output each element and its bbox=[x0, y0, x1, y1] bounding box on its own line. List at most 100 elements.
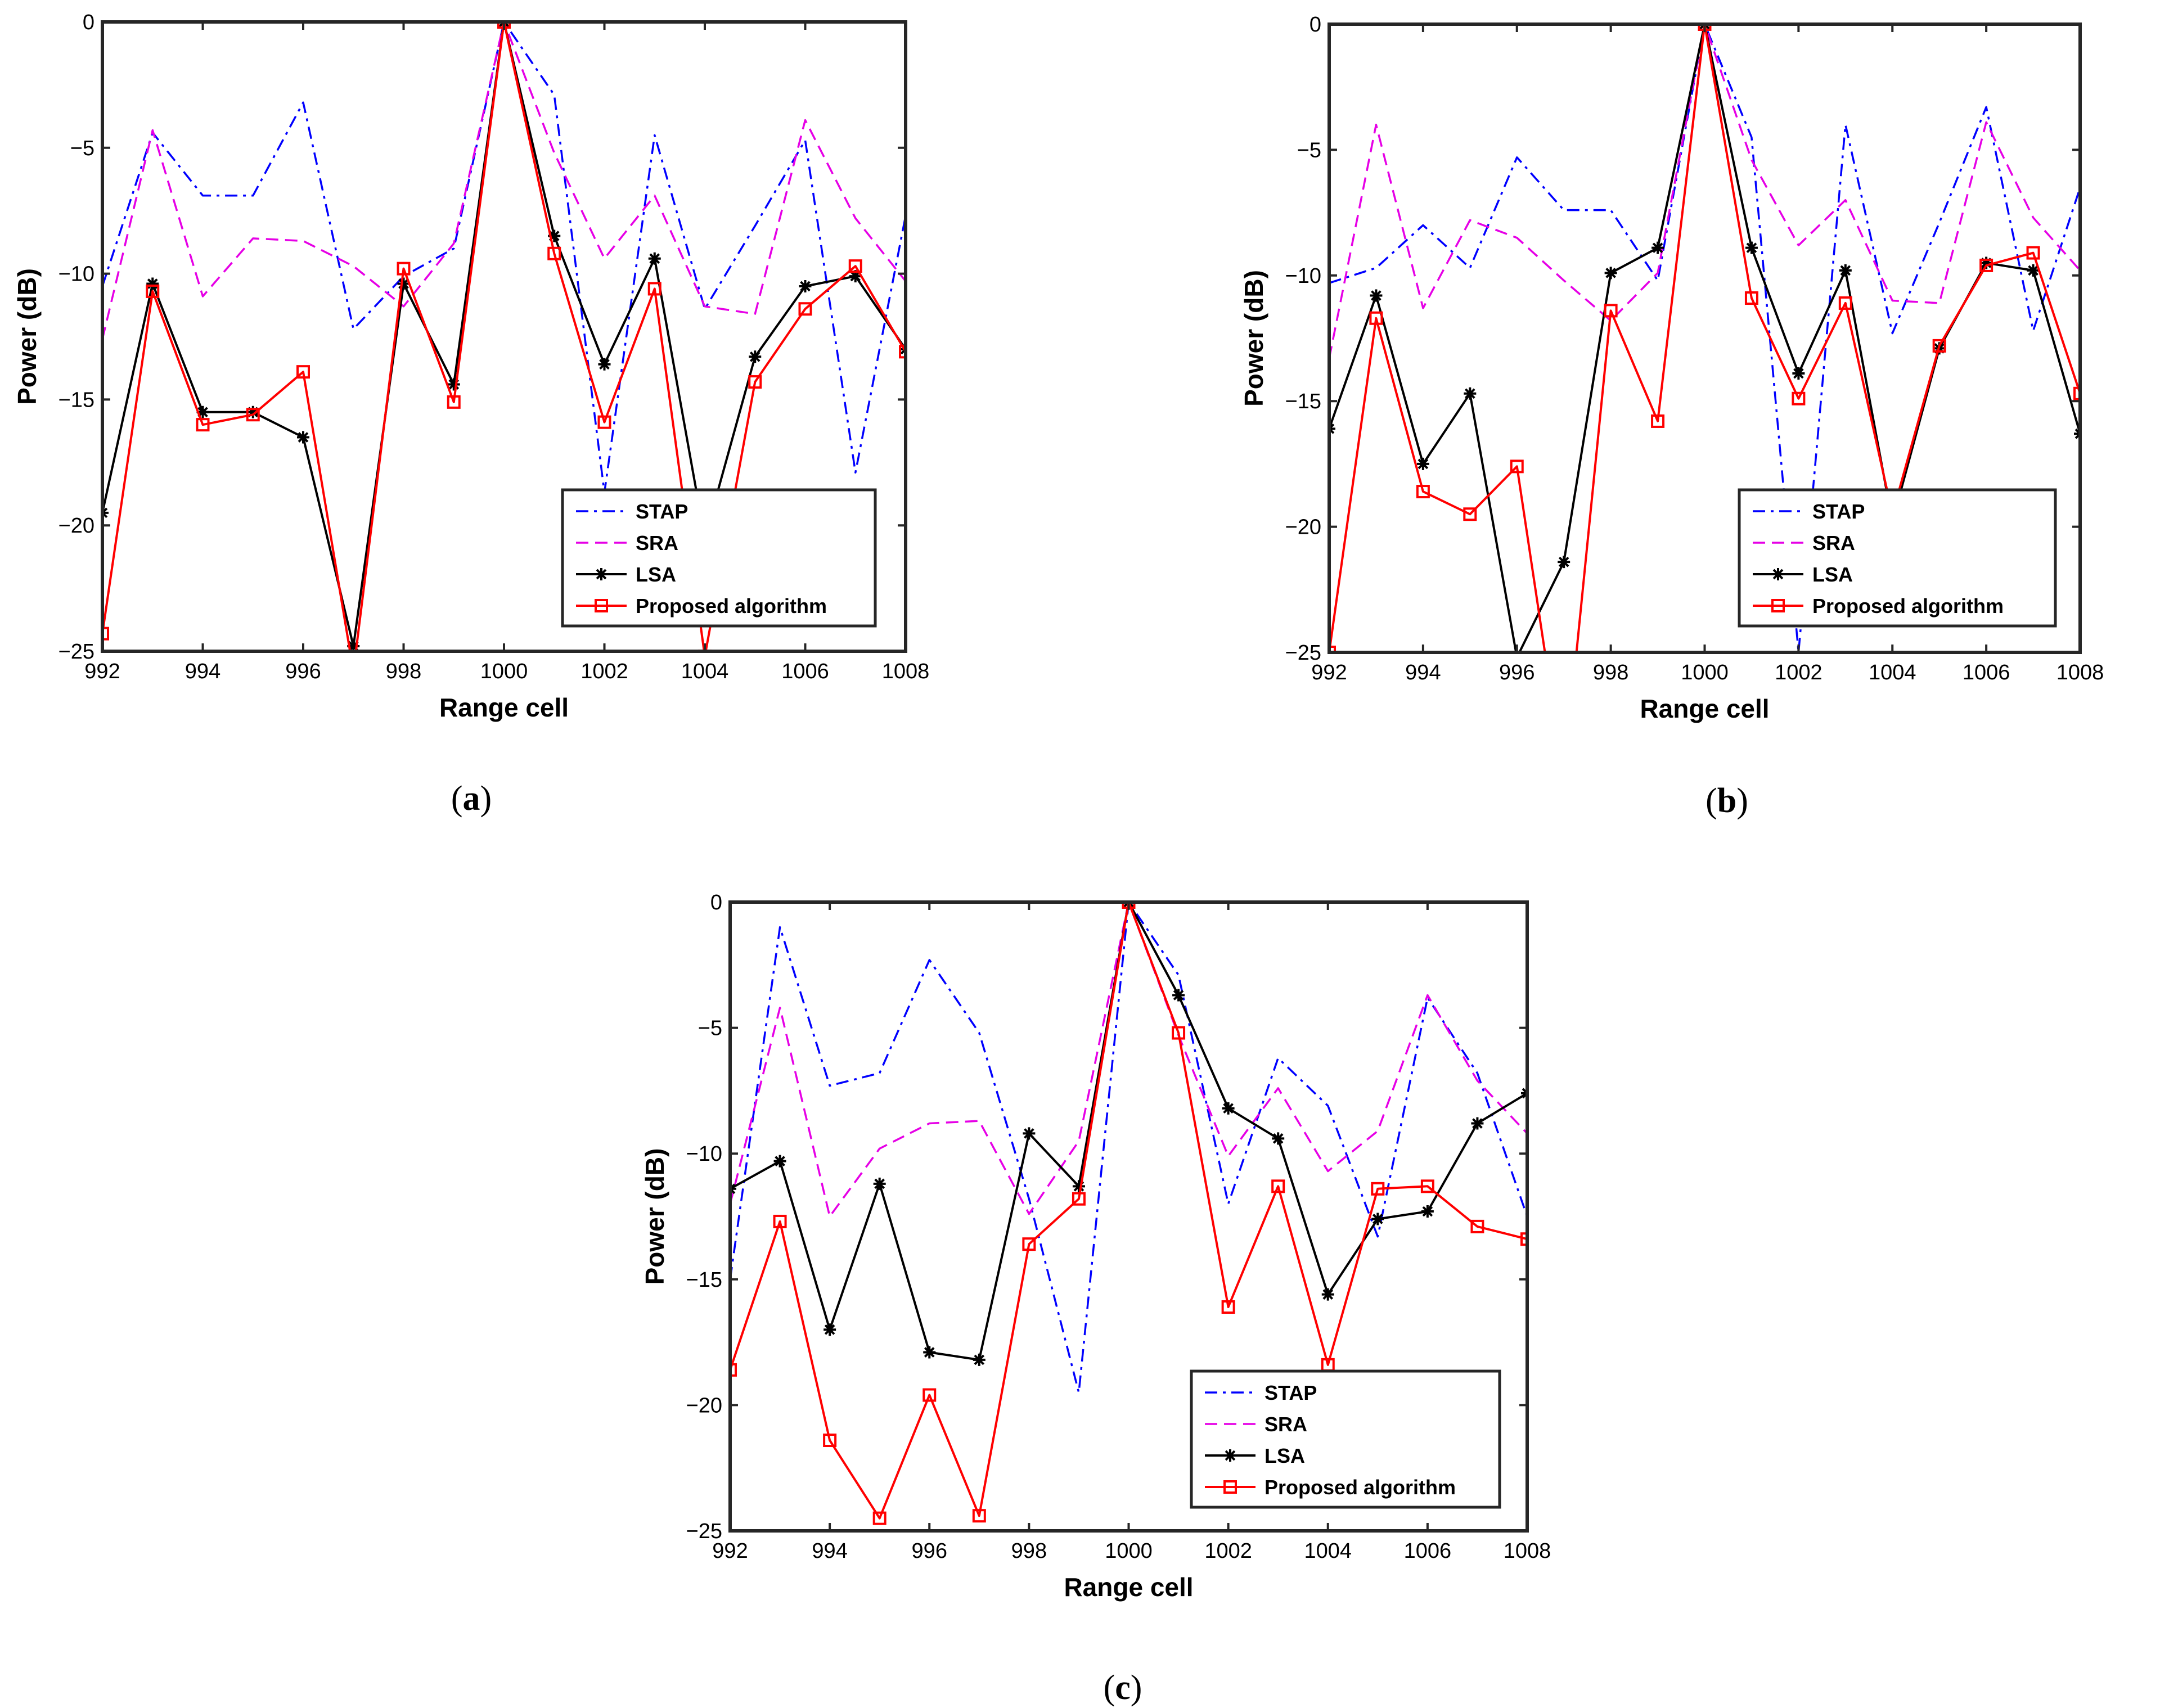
legend-marker-lsa-c bbox=[1224, 1449, 1236, 1462]
point-lsa-1007-b bbox=[2027, 264, 2040, 277]
point-lsa-999-c bbox=[1072, 1180, 1085, 1193]
point-proposed-algorithm-994-b bbox=[1416, 485, 1430, 499]
point-lsa-993-c bbox=[773, 1155, 786, 1168]
x-axis-label-c: Range cell bbox=[1064, 1572, 1193, 1602]
legend-label-lsa-c: LSA bbox=[1264, 1444, 1305, 1467]
series-line-sra-b bbox=[1329, 24, 2080, 359]
y-tick-label-4-b: −20 bbox=[1285, 516, 1321, 539]
x-tick-label-996-c: 996 bbox=[912, 1539, 947, 1563]
legend-b: STAP SRA LSA Proposed algorithm bbox=[1738, 488, 2057, 628]
point-lsa-1007-a bbox=[849, 270, 862, 283]
point-lsa-995-a bbox=[246, 405, 259, 418]
point-proposed-algorithm-999-a bbox=[447, 395, 461, 409]
x-axis-label-a: Range cell bbox=[439, 693, 569, 722]
point-lsa-1003-b bbox=[1839, 264, 1852, 277]
point-proposed-algorithm-993-c bbox=[773, 1214, 787, 1228]
x-tick-label-994-b: 994 bbox=[1405, 661, 1441, 684]
legend-marker-proposed-algorithm-c bbox=[1223, 1480, 1237, 1494]
y-tick-label-3-c: −15 bbox=[686, 1268, 722, 1292]
point-proposed-algorithm-993-a bbox=[146, 284, 160, 298]
point-proposed-algorithm-1007-b bbox=[2026, 246, 2040, 260]
series-line-proposed-algorithm-b bbox=[1329, 24, 2080, 652]
series-line-stap-b bbox=[1329, 24, 2080, 652]
x-tick-label-1004-a: 1004 bbox=[681, 660, 729, 683]
point-proposed-algorithm-998-b bbox=[1604, 304, 1618, 318]
panel-caption-a: (a) bbox=[451, 779, 492, 818]
y-tick-label-5-a: −25 bbox=[58, 640, 94, 664]
point-proposed-algorithm-997-c bbox=[972, 1509, 986, 1523]
chart-panel-a: 992 994 996 998 1000 1002 1004 1006 1008 0 −5 −10 −1… bbox=[0, 0, 1080, 844]
x-tick-label-998-b: 998 bbox=[1593, 661, 1628, 684]
point-proposed-algorithm-1002-c bbox=[1221, 1300, 1235, 1314]
point-lsa-996-c bbox=[923, 1346, 936, 1359]
point-lsa-1005-c bbox=[1371, 1213, 1384, 1225]
point-lsa-1002-a bbox=[598, 358, 611, 371]
x-tick-label-992-c: 992 bbox=[712, 1539, 748, 1563]
chart-panel-c: 992 994 996 998 1000 1002 1004 1006 1008 0 −5 −10 −1… bbox=[602, 877, 1558, 1708]
point-lsa-1006-c bbox=[1421, 1205, 1434, 1218]
legend-label-proposed-algorithm-b: Proposed algorithm bbox=[1812, 594, 2004, 618]
point-proposed-algorithm-995-b bbox=[1463, 507, 1477, 521]
chart-c: 992 994 996 998 1000 1002 1004 1006 1008 0 −5 −10 −1… bbox=[640, 891, 1551, 1707]
chart-panel-b: 992 994 996 998 1000 1002 1004 1006 1008 0 −5 −10 −1… bbox=[1080, 0, 2160, 844]
y-axis-label-c: Power (dB) bbox=[640, 1148, 669, 1285]
x-tick-label-1006-a: 1006 bbox=[781, 660, 829, 683]
point-lsa-995-b bbox=[1464, 387, 1477, 400]
series-group-c bbox=[730, 902, 1527, 1525]
legend-c: STAP SRA LSA Proposed algorithm bbox=[1190, 1369, 1501, 1509]
x-tick-label-1000-c: 1000 bbox=[1105, 1539, 1153, 1563]
x-tick-label-1008-b: 1008 bbox=[2056, 661, 2104, 684]
point-proposed-algorithm-996-b bbox=[1510, 459, 1524, 474]
y-tick-label-0-b: 0 bbox=[1310, 13, 1321, 37]
series-line-proposed-algorithm-a bbox=[102, 22, 906, 651]
y-axis-label-a: Power (dB) bbox=[12, 268, 42, 405]
point-proposed-algorithm-998-a bbox=[397, 262, 411, 276]
point-lsa-994-b bbox=[1416, 457, 1429, 470]
x-tick-label-1000-a: 1000 bbox=[480, 660, 528, 683]
point-proposed-algorithm-996-c bbox=[922, 1388, 937, 1402]
legend-label-lsa-a: LSA bbox=[636, 563, 676, 586]
point-proposed-algorithm-1006-c bbox=[1420, 1179, 1434, 1193]
y-tick-label-2-a: −10 bbox=[58, 263, 94, 286]
point-lsa-1001-a bbox=[548, 229, 561, 242]
point-proposed-algorithm-994-a bbox=[196, 418, 210, 432]
point-lsa-995-c bbox=[873, 1177, 886, 1190]
point-lsa-1004-c bbox=[1321, 1288, 1334, 1301]
y-tick-label-3-a: −15 bbox=[58, 388, 94, 412]
y-tick-label-1-a: −5 bbox=[70, 137, 94, 160]
series-line-lsa-a bbox=[102, 22, 906, 647]
point-lsa-999-a bbox=[447, 378, 460, 391]
point-proposed-algorithm-1008-a bbox=[899, 345, 906, 359]
legend-label-proposed-algorithm-c: Proposed algorithm bbox=[1264, 1476, 1456, 1499]
legend-box-c bbox=[1190, 1369, 1501, 1509]
point-lsa-1001-b bbox=[1745, 241, 1758, 254]
x-tick-label-992-a: 992 bbox=[84, 660, 120, 683]
point-lsa-997-a bbox=[347, 640, 360, 651]
legend-label-stap-a: STAP bbox=[636, 500, 688, 523]
point-lsa-998-c bbox=[1023, 1127, 1036, 1140]
point-lsa-997-b bbox=[1558, 556, 1570, 569]
x-tick-label-998-c: 998 bbox=[1011, 1539, 1047, 1563]
series-group-a bbox=[102, 22, 906, 651]
series-line-lsa-c bbox=[730, 902, 1527, 1361]
point-lsa-1006-a bbox=[799, 280, 812, 292]
series-line-proposed-algorithm-c bbox=[730, 902, 1527, 1520]
y-axis-label-b: Power (dB) bbox=[1239, 270, 1268, 407]
point-proposed-algorithm-992-a bbox=[102, 627, 109, 641]
point-proposed-algorithm-1006-b bbox=[1979, 258, 1994, 272]
x-tick-label-1008-c: 1008 bbox=[1504, 1539, 1551, 1563]
point-lsa-1006-b bbox=[1980, 256, 1993, 269]
point-lsa-994-c bbox=[824, 1323, 836, 1336]
y-tick-label-0-a: 0 bbox=[83, 11, 94, 34]
y-tick-label-4-c: −20 bbox=[686, 1394, 722, 1417]
legend-label-sra-c: SRA bbox=[1264, 1413, 1307, 1436]
series-line-sra-c bbox=[730, 902, 1527, 1218]
point-proposed-algorithm-994-c bbox=[823, 1434, 837, 1448]
y-tick-label-1-b: −5 bbox=[1297, 138, 1321, 162]
legend-label-proposed-algorithm-a: Proposed algorithm bbox=[636, 594, 827, 618]
x-tick-label-1004-b: 1004 bbox=[1869, 661, 1916, 684]
x-tick-label-1002-a: 1002 bbox=[580, 660, 628, 683]
chart-a: 992 994 996 998 1000 1002 1004 1006 1008 0 −5 −10 −1… bbox=[12, 11, 929, 818]
y-tick-label-2-b: −10 bbox=[1285, 264, 1321, 288]
point-proposed-algorithm-1007-a bbox=[848, 259, 862, 273]
